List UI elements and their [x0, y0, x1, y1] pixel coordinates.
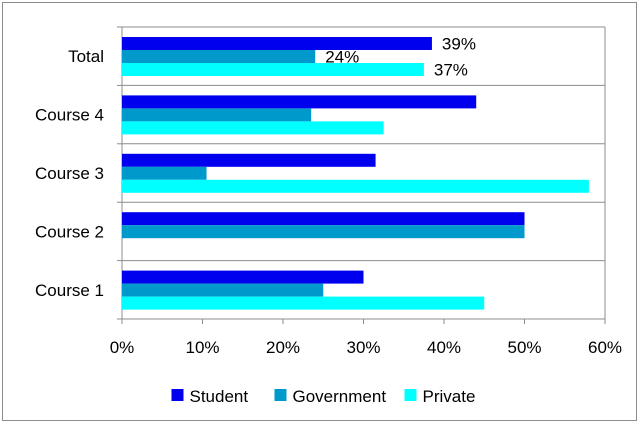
bar-course-4-government [122, 108, 312, 122]
bar-course-1-private [122, 296, 485, 310]
x-tick-label: 20% [266, 338, 300, 357]
category-label-course-4: Course 4 [35, 106, 104, 125]
bar-course-3-private [122, 179, 589, 193]
legend-swatch-student [171, 389, 184, 401]
bar-course-3-government [122, 166, 207, 180]
bar-total-student [122, 37, 432, 50]
data-label-total-private: 37% [434, 61, 468, 80]
x-tick-label: 30% [346, 338, 380, 357]
x-tick-label: 60% [588, 338, 622, 357]
legend-swatch-private [404, 389, 417, 401]
x-tick-label: 50% [507, 338, 541, 357]
bar-total-private [122, 63, 424, 76]
x-tick-label: 10% [185, 338, 219, 357]
legend-swatch-government [274, 389, 287, 401]
bar-total-government [122, 50, 316, 63]
x-tick-label: 40% [427, 338, 461, 357]
x-tick-label: 0% [110, 338, 135, 357]
bar-course-4-student [122, 95, 477, 109]
bar-course-1-student [122, 270, 364, 284]
bar-course-1-government [122, 283, 324, 297]
category-label-total: Total [68, 47, 104, 66]
category-label-course-2: Course 2 [35, 222, 104, 241]
legend-label-government: Government [293, 387, 387, 406]
category-label-course-1: Course 1 [35, 281, 104, 300]
category-label-course-3: Course 3 [35, 164, 104, 183]
bar-course-3-student [122, 153, 376, 167]
bar-course-2-government [122, 225, 525, 239]
data-label-total-government: 24% [325, 48, 359, 67]
data-label-total-student: 39% [442, 35, 476, 54]
bar-course-4-private [122, 121, 384, 135]
legend-label-student: Student [190, 387, 249, 406]
bar-course-2-student [122, 212, 525, 226]
legend-label-private: Private [423, 387, 476, 406]
